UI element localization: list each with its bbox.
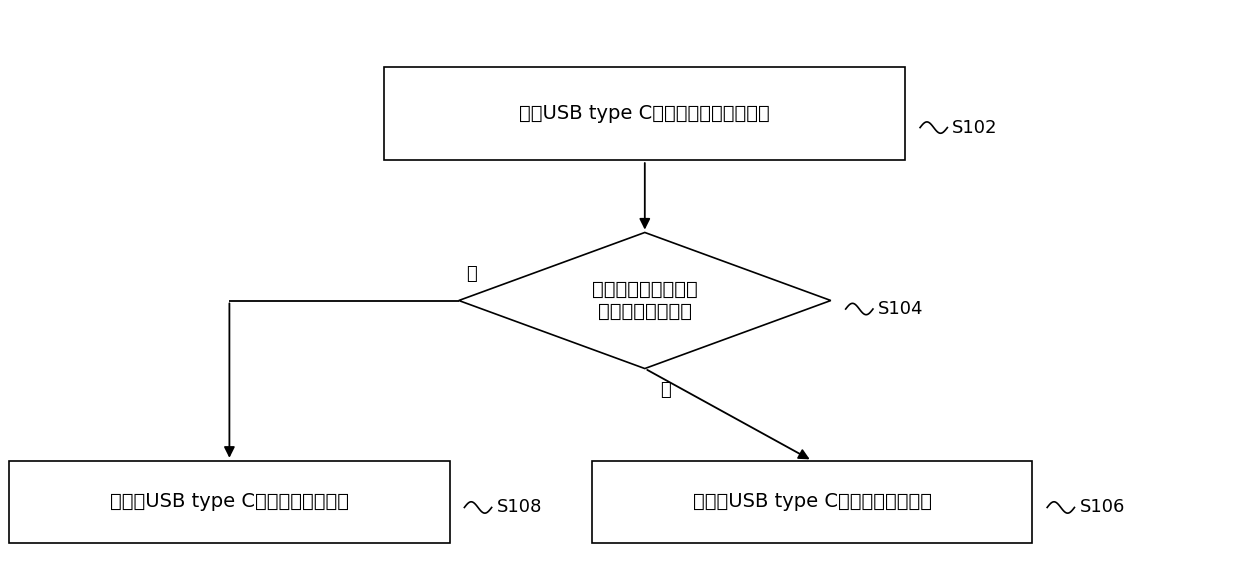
FancyBboxPatch shape (593, 460, 1032, 543)
FancyBboxPatch shape (10, 460, 449, 543)
Text: 是: 是 (660, 381, 671, 399)
Polygon shape (459, 232, 831, 369)
Text: 禁止对USB type C设备进行高压充电: 禁止对USB type C设备进行高压充电 (693, 492, 931, 511)
Text: 检测配置信号的电压
是否超过第一阈值: 检测配置信号的电压 是否超过第一阈值 (591, 280, 698, 321)
Text: 否: 否 (466, 265, 476, 284)
Text: S104: S104 (878, 300, 924, 318)
Text: 允许对USB type C设备进行高压充电: 允许对USB type C设备进行高压充电 (110, 492, 348, 511)
Text: S102: S102 (952, 119, 998, 137)
Text: S108: S108 (496, 498, 542, 517)
FancyBboxPatch shape (384, 66, 905, 160)
Text: S106: S106 (1079, 498, 1125, 517)
Text: 获取USB type C设备上配置信号的电压: 获取USB type C设备上配置信号的电压 (520, 104, 770, 123)
